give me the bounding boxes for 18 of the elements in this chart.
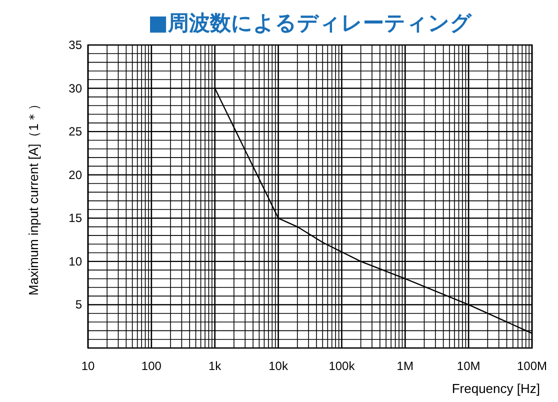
x-tick-label: 100 — [141, 359, 162, 373]
x-axis-title: Frequency [Hz] — [452, 381, 540, 396]
y-tick-label: 30 — [68, 81, 82, 96]
y-tick-label: 35 — [68, 38, 82, 52]
y-tick-label: 25 — [68, 124, 82, 139]
y-tick-label: 20 — [68, 168, 82, 182]
x-tick-label: 1M — [396, 359, 414, 373]
y-axis-title: Maximum input current [A]（1＊） — [26, 98, 41, 296]
y-tick-label: 15 — [68, 211, 82, 226]
y-tick-label: 5 — [75, 298, 82, 312]
x-tick-label: 1k — [208, 359, 222, 373]
x-tick-label: 100M — [516, 359, 548, 373]
x-tick-label: 100k — [328, 359, 356, 373]
x-tick-label: 10M — [456, 359, 480, 373]
x-tick-label: 10k — [268, 359, 289, 373]
x-tick-label: 10 — [81, 359, 95, 373]
chart-title: ■周波数によるディレーティング — [148, 11, 472, 35]
y-tick-label: 10 — [68, 254, 82, 268]
